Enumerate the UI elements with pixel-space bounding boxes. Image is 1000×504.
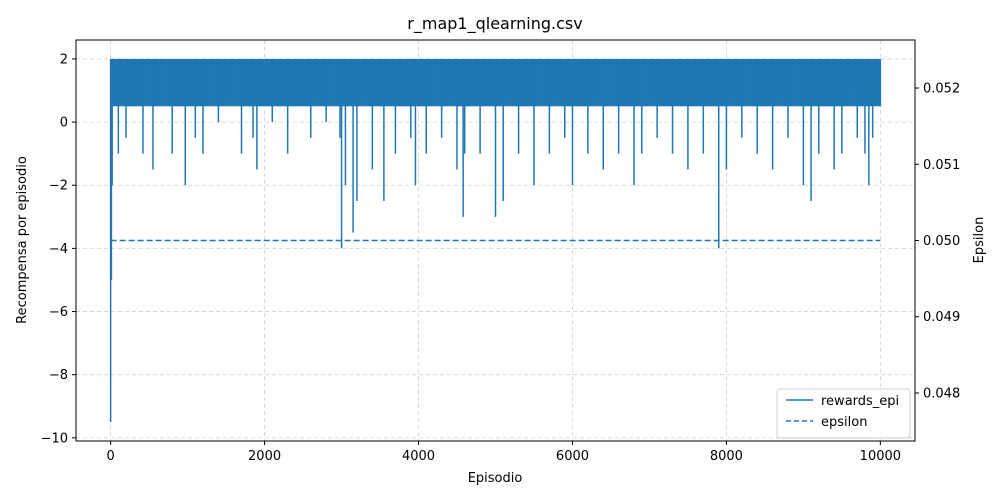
y-tick-label: 2 — [60, 52, 68, 67]
y2-tick-label: 0.052 — [923, 82, 960, 97]
legend-epsilon-label: epsilon — [821, 415, 867, 430]
x-tick-label: 2000 — [248, 449, 281, 464]
chart-title: r_map1_qlearning.csv — [407, 14, 582, 34]
x-tick-label: 0 — [106, 449, 114, 464]
series-layer — [109, 58, 882, 423]
y2-tick-label: 0.049 — [923, 310, 960, 325]
y-tick-label: −8 — [49, 368, 68, 383]
y-axis-label: Recompensa por episodio — [15, 156, 30, 324]
y2-axis-label: Epsilon — [972, 217, 987, 264]
y2-tick-label: 0.051 — [923, 158, 960, 173]
x-axis-label: Episodio — [468, 471, 523, 486]
x-axis-ticks: 0 2000 4000 6000 8000 10000 — [106, 441, 901, 464]
legend-box — [776, 388, 911, 439]
y-tick-label: −2 — [49, 179, 68, 194]
y2-tick-label: 0.050 — [923, 234, 960, 249]
y-tick-label: −10 — [41, 431, 68, 446]
x-tick-label: 6000 — [556, 449, 589, 464]
y-tick-label: 0 — [60, 116, 68, 131]
y-tick-label: −6 — [49, 305, 68, 320]
y-tick-label: −4 — [49, 242, 68, 257]
legend-rewards-label: rewards_epi — [821, 394, 899, 409]
legend: rewards_epi epsilon — [776, 388, 911, 439]
x-tick-label: 8000 — [710, 449, 743, 464]
y-axis-ticks: 2 0 −2 −4 −6 −8 −10 — [41, 52, 76, 446]
y2-axis-ticks: 0.052 0.051 0.050 0.049 0.048 — [915, 82, 960, 401]
x-tick-label: 4000 — [402, 449, 435, 464]
y2-tick-label: 0.048 — [923, 386, 960, 401]
x-tick-label: 10000 — [860, 449, 901, 464]
